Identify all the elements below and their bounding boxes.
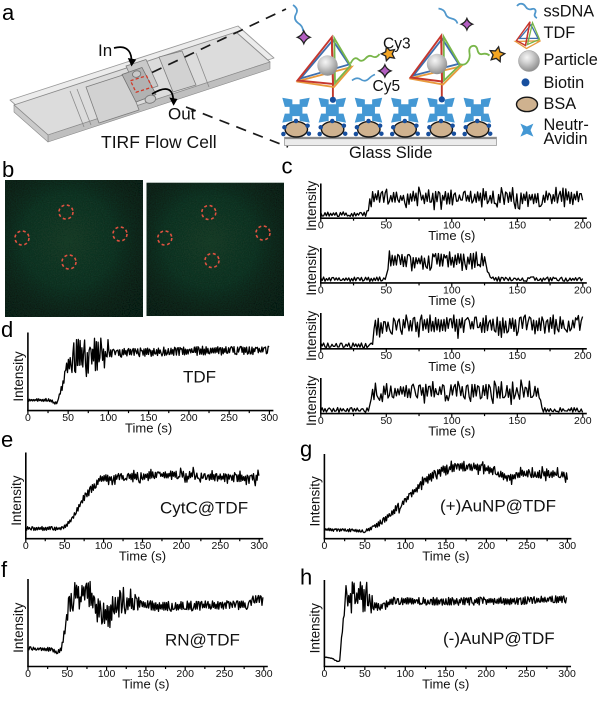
svg-text:g: g <box>300 437 312 462</box>
svg-text:Intensity: Intensity <box>304 180 319 231</box>
svg-text:CytC@TDF: CytC@TDF <box>160 499 248 518</box>
svg-text:0: 0 <box>318 220 324 232</box>
svg-text:150: 150 <box>509 350 527 362</box>
svg-text:Cy3: Cy3 <box>383 36 411 53</box>
svg-text:200: 200 <box>574 350 592 362</box>
svg-text:Intensity: Intensity <box>304 311 319 362</box>
svg-text:RN@TDF: RN@TDF <box>165 631 240 650</box>
svg-text:Time (s): Time (s) <box>122 677 169 692</box>
svg-text:50: 50 <box>380 220 392 232</box>
svg-text:150: 150 <box>509 415 527 427</box>
svg-text:Intensity: Intensity <box>11 351 26 402</box>
svg-text:Intensity: Intensity <box>307 476 322 527</box>
svg-text:250: 250 <box>212 540 230 552</box>
svg-text:50: 50 <box>380 350 392 362</box>
svg-text:100: 100 <box>397 540 415 552</box>
svg-text:200: 200 <box>574 220 592 232</box>
svg-text:Glass Slide: Glass Slide <box>349 144 432 162</box>
svg-text:200: 200 <box>574 284 592 296</box>
svg-text:100: 100 <box>98 668 116 680</box>
svg-text:250: 250 <box>216 668 234 680</box>
svg-text:300: 300 <box>558 668 576 680</box>
svg-text:50: 50 <box>380 284 392 296</box>
svg-text:0: 0 <box>318 350 324 362</box>
svg-text:TIRF Flow Cell: TIRF Flow Cell <box>101 132 217 152</box>
svg-text:250: 250 <box>518 540 536 552</box>
svg-text:300: 300 <box>559 540 577 552</box>
svg-text:200: 200 <box>176 668 194 680</box>
svg-text:0: 0 <box>321 668 327 680</box>
svg-text:BSA: BSA <box>544 95 577 113</box>
svg-text:50: 50 <box>380 415 392 427</box>
svg-text:b: b <box>2 157 14 182</box>
svg-text:Time (s): Time (s) <box>428 228 475 243</box>
svg-text:0: 0 <box>318 415 324 427</box>
svg-text:150: 150 <box>437 668 455 680</box>
svg-text:50: 50 <box>61 668 73 680</box>
svg-text:TDF: TDF <box>183 368 216 387</box>
svg-text:150: 150 <box>140 412 158 424</box>
svg-text:100: 100 <box>100 412 118 424</box>
svg-text:200: 200 <box>180 412 198 424</box>
svg-text:300: 300 <box>250 540 268 552</box>
svg-text:Intensity: Intensity <box>11 602 26 653</box>
svg-text:Time (s): Time (s) <box>125 421 172 436</box>
svg-text:0: 0 <box>321 540 327 552</box>
svg-text:50: 50 <box>59 540 71 552</box>
svg-text:50: 50 <box>359 540 371 552</box>
svg-text:Intensity: Intensity <box>304 245 319 296</box>
svg-text:Time (s): Time (s) <box>422 677 469 692</box>
svg-text:250: 250 <box>220 412 238 424</box>
svg-text:100: 100 <box>443 350 461 362</box>
svg-text:TDF: TDF <box>544 24 576 42</box>
svg-text:0: 0 <box>25 668 31 680</box>
svg-text:200: 200 <box>478 540 496 552</box>
svg-text:f: f <box>1 557 8 582</box>
svg-text:150: 150 <box>134 540 152 552</box>
svg-text:150: 150 <box>137 668 155 680</box>
svg-text:100: 100 <box>443 284 461 296</box>
svg-text:200: 200 <box>574 415 592 427</box>
svg-text:(+)AuNP@TDF: (+)AuNP@TDF <box>440 497 556 516</box>
svg-text:In: In <box>98 41 112 60</box>
svg-text:200: 200 <box>173 540 191 552</box>
svg-text:0: 0 <box>23 540 29 552</box>
svg-text:Neutr-: Neutr- <box>544 116 589 134</box>
svg-text:Intensity: Intensity <box>304 375 319 426</box>
svg-text:ssDNA: ssDNA <box>544 3 595 21</box>
svg-text:150: 150 <box>509 284 527 296</box>
svg-text:c: c <box>282 154 293 179</box>
svg-text:300: 300 <box>255 668 273 680</box>
svg-text:h: h <box>300 565 312 590</box>
svg-text:Time (s): Time (s) <box>428 424 475 439</box>
svg-text:Cy5: Cy5 <box>373 78 401 95</box>
svg-text:Biotin: Biotin <box>544 74 585 92</box>
svg-text:200: 200 <box>477 668 495 680</box>
svg-text:100: 100 <box>443 415 461 427</box>
svg-text:Particle: Particle <box>544 51 598 69</box>
svg-text:150: 150 <box>509 220 527 232</box>
svg-text:Intensity: Intensity <box>307 603 322 654</box>
svg-text:0: 0 <box>25 412 31 424</box>
svg-text:Time (s): Time (s) <box>119 549 166 564</box>
svg-text:300: 300 <box>261 412 279 424</box>
svg-text:100: 100 <box>95 540 113 552</box>
svg-text:Intensity: Intensity <box>9 475 24 526</box>
svg-text:250: 250 <box>518 668 536 680</box>
svg-text:Time (s): Time (s) <box>422 549 469 564</box>
svg-text:150: 150 <box>437 540 455 552</box>
svg-text:Avidin: Avidin <box>544 130 588 148</box>
svg-text:a: a <box>2 0 15 25</box>
svg-text:100: 100 <box>397 668 415 680</box>
svg-text:100: 100 <box>443 220 461 232</box>
svg-text:50: 50 <box>359 668 371 680</box>
svg-text:Time (s): Time (s) <box>428 293 475 308</box>
svg-text:(-)AuNP@TDF: (-)AuNP@TDF <box>443 629 555 648</box>
svg-text:e: e <box>1 427 13 452</box>
svg-text:Time (s): Time (s) <box>428 359 475 374</box>
svg-text:0: 0 <box>318 284 324 296</box>
svg-text:Out: Out <box>168 105 196 124</box>
svg-text:50: 50 <box>62 412 74 424</box>
svg-text:d: d <box>1 317 13 342</box>
